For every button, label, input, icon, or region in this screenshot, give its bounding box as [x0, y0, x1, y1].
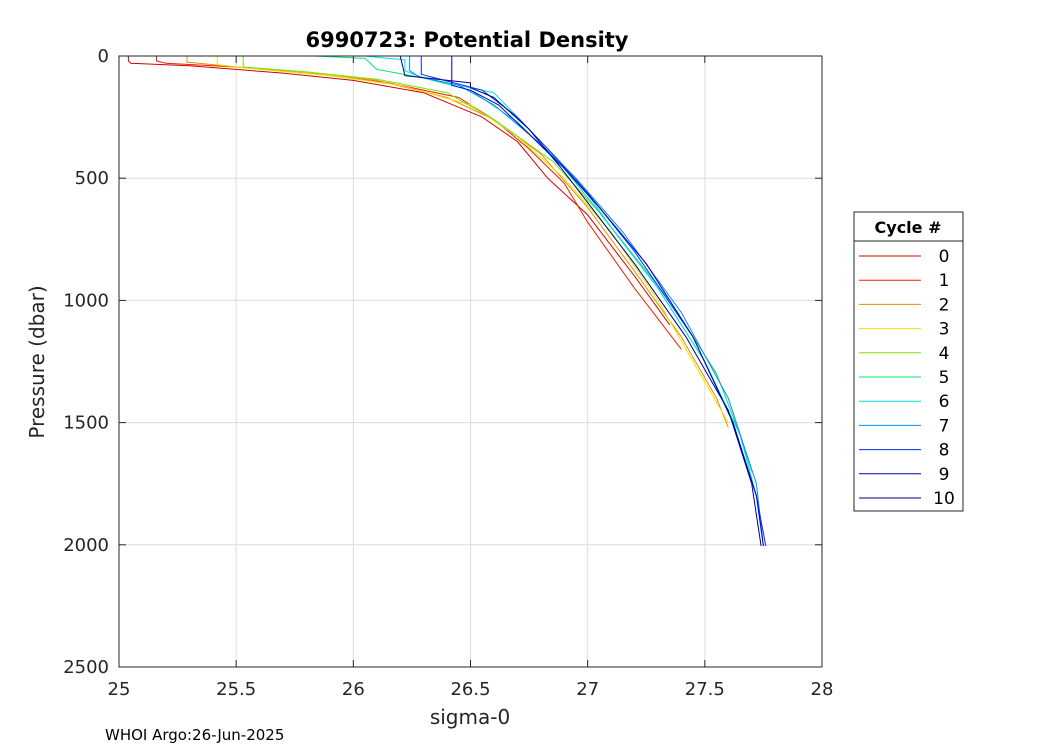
series-line-cycle-10 — [399, 55, 762, 547]
y-tick-label: 2500 — [63, 657, 109, 678]
legend-label: 10 — [933, 489, 955, 509]
y-tick-label: 1000 — [63, 290, 109, 311]
x-tick-label: 27.5 — [685, 679, 725, 700]
legend-label: 8 — [939, 441, 950, 461]
legend-label: 7 — [939, 416, 950, 436]
y-axis-label: Pressure (dbar) — [25, 285, 49, 438]
chart-title: 6990723: Potential Density — [305, 28, 628, 52]
legend: Cycle # 0 1 2 3 4 5 6 7 8 9 10 — [853, 211, 964, 512]
series-line-cycle-0 — [127, 56, 671, 326]
legend-box — [853, 211, 964, 512]
x-tick-label: 25 — [108, 679, 131, 700]
legend-label: 3 — [939, 320, 950, 340]
legend-title: Cycle # — [875, 218, 942, 237]
y-tick-label: 500 — [75, 168, 109, 189]
series-line-cycle-7 — [409, 56, 764, 547]
x-tick-label: 28 — [811, 679, 834, 700]
legend-label: 2 — [939, 295, 950, 315]
y-tick-label: 0 — [98, 46, 109, 67]
series-line-cycle-1 — [156, 56, 682, 350]
x-tick-label: 27 — [576, 679, 599, 700]
x-axis-label: sigma-0 — [430, 705, 510, 729]
footer-credit: WHOI Argo:26-Jun-2025 — [105, 726, 284, 744]
x-tick-label: 26.5 — [450, 679, 490, 700]
legend-label: 6 — [939, 392, 950, 412]
y-tick-label: 2000 — [63, 535, 109, 556]
legend-label: 1 — [939, 271, 950, 291]
series-line-cycle-5 — [313, 55, 753, 472]
legend-items: 0 1 2 3 4 5 6 7 8 9 10 — [859, 247, 955, 509]
y-tick-label: 1500 — [63, 413, 109, 434]
legend-label: 4 — [939, 344, 950, 364]
x-tick-label: 25.5 — [216, 679, 256, 700]
legend-label: 5 — [939, 368, 950, 388]
series-line-cycle-3 — [216, 56, 729, 423]
axis-ticks: 25 25.5 26 26.5 27 27.5 28 0 500 1000 1500 2000 2500 — [63, 46, 833, 700]
data-series — [127, 55, 767, 547]
legend-label: 9 — [939, 465, 950, 485]
legend-label: 0 — [939, 247, 950, 267]
x-tick-label: 26 — [342, 679, 365, 700]
series-line-cycle-9 — [451, 56, 764, 547]
